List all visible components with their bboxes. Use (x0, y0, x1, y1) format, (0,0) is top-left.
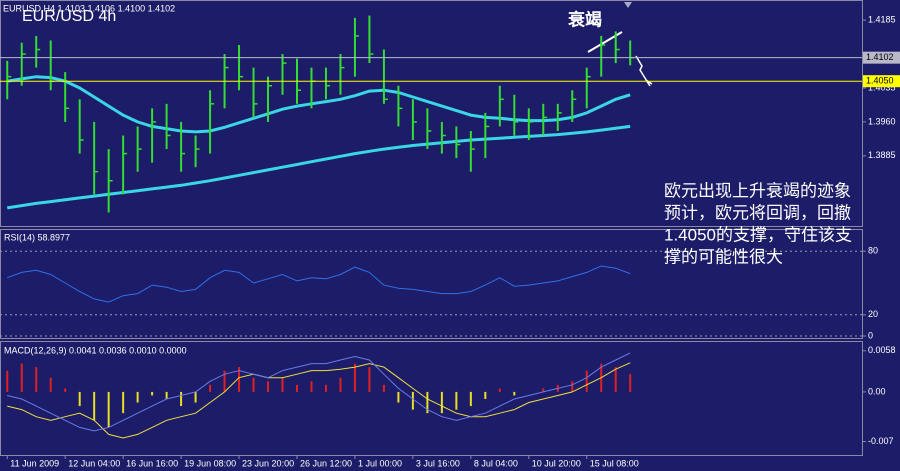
histogram-bar (411, 391, 414, 410)
y-tick-label: -0.007 (868, 436, 894, 446)
histogram-bar (165, 391, 168, 399)
histogram-bar (440, 391, 443, 414)
histogram-bar (107, 391, 110, 428)
histogram-bar (498, 388, 501, 392)
line (7, 362, 631, 439)
y-tick-label: 1.3885 (868, 150, 896, 160)
x-tick-label: 12 Jun 04:00 (68, 458, 120, 468)
shift-marker (624, 2, 632, 8)
histogram-bar (426, 391, 429, 414)
y-tick-label: 0.0058 (868, 345, 896, 355)
level-box (863, 51, 900, 64)
x-tick-label: 11 Jun 2009 (10, 458, 59, 468)
y-tick-label: 0 (868, 330, 873, 340)
histogram-bar (469, 391, 472, 407)
line (7, 265, 631, 303)
histogram-bar (35, 367, 38, 392)
level-label: 1.4102 (866, 52, 894, 62)
histogram-bar (571, 381, 574, 392)
histogram-bar (252, 377, 255, 392)
histogram-bar (20, 363, 23, 392)
x-tick-label: 10 Jul 20:00 (532, 458, 581, 468)
histogram-bar (324, 384, 327, 392)
histogram-bar (629, 374, 632, 392)
histogram-bar (484, 391, 487, 399)
histogram-bar (151, 391, 154, 396)
histogram-bar (223, 370, 226, 392)
y-tick-label: 0.00 (868, 386, 886, 396)
histogram-bar (353, 363, 356, 392)
down-arrow (635, 55, 653, 87)
histogram-bar (513, 391, 516, 396)
histogram-bar (585, 370, 588, 392)
x-tick-label: 16 Jun 16:00 (126, 458, 178, 468)
price-panel (0, 0, 863, 227)
histogram-bar (339, 377, 342, 392)
x-tick-label: 23 Jun 20:00 (242, 458, 294, 468)
price-title: EURUSD,H4 1.4103 1.4106 1.4100 1.4102 (3, 3, 175, 13)
y-tick-label: 1.4185 (868, 14, 896, 24)
x-tick-label: 3 Jul 16:00 (416, 458, 460, 468)
histogram-bar (93, 391, 96, 421)
line (6, 124, 631, 210)
rsi-title: RSI(14) 58.8977 (4, 232, 70, 242)
histogram-bar (64, 388, 67, 392)
histogram-bar (267, 381, 270, 392)
symbol-label: EUR/USD 4h (22, 8, 116, 25)
comment-line: 撑的可能性很大 (664, 247, 783, 266)
histogram-bar (180, 391, 183, 407)
histogram-bar (614, 367, 617, 392)
histogram-bar (382, 384, 385, 392)
x-tick-label: 15 Jul 08:00 (590, 458, 639, 468)
histogram-bar (194, 391, 197, 403)
histogram-bar (310, 381, 313, 392)
histogram-bar (6, 370, 9, 392)
histogram-bar (368, 367, 371, 392)
x-tick-label: 26 Jun 12:00 (300, 458, 352, 468)
line (6, 75, 631, 134)
comment-line: 预计，欧元将回调，回撤 (664, 203, 851, 222)
comment-line: 1.4050的支撑，守住该支 (664, 225, 852, 244)
x-tick-label: 19 Jun 08:00 (184, 458, 236, 468)
x-tick-label: 1 Jul 00:00 (358, 458, 402, 468)
histogram-bar (397, 391, 400, 403)
panel-borders (0, 0, 863, 456)
y-tick-label: 1.4035 (868, 82, 896, 92)
histogram-bar (281, 377, 284, 392)
y-tick-label: 1.3960 (868, 116, 896, 126)
histogram-bar (209, 384, 212, 392)
rsi-panel (0, 229, 863, 339)
y-tick-label: 20 (868, 309, 878, 319)
histogram-bar (49, 377, 52, 392)
comment-line: 欧元出现上升衰竭的迹象 (664, 181, 851, 200)
histogram-bar (542, 388, 545, 392)
histogram-bar (122, 391, 125, 414)
exhaustion-label: 衰竭 (567, 9, 602, 29)
level-box (863, 75, 900, 88)
histogram-bar (78, 391, 81, 407)
histogram-bar (295, 384, 298, 392)
histogram-bar (238, 367, 241, 392)
line (7, 352, 631, 432)
histogram-bar (455, 391, 458, 410)
macd-panel (0, 341, 863, 456)
level-label: 1.4050 (866, 76, 894, 86)
macd-title: MACD(12,26,9) 0.0041 0.0036 0.0010 0.000… (4, 345, 187, 355)
histogram-bar (136, 391, 139, 403)
x-tick-label: 8 Jul 04:00 (474, 458, 518, 468)
y-tick-label: 80 (868, 246, 878, 256)
